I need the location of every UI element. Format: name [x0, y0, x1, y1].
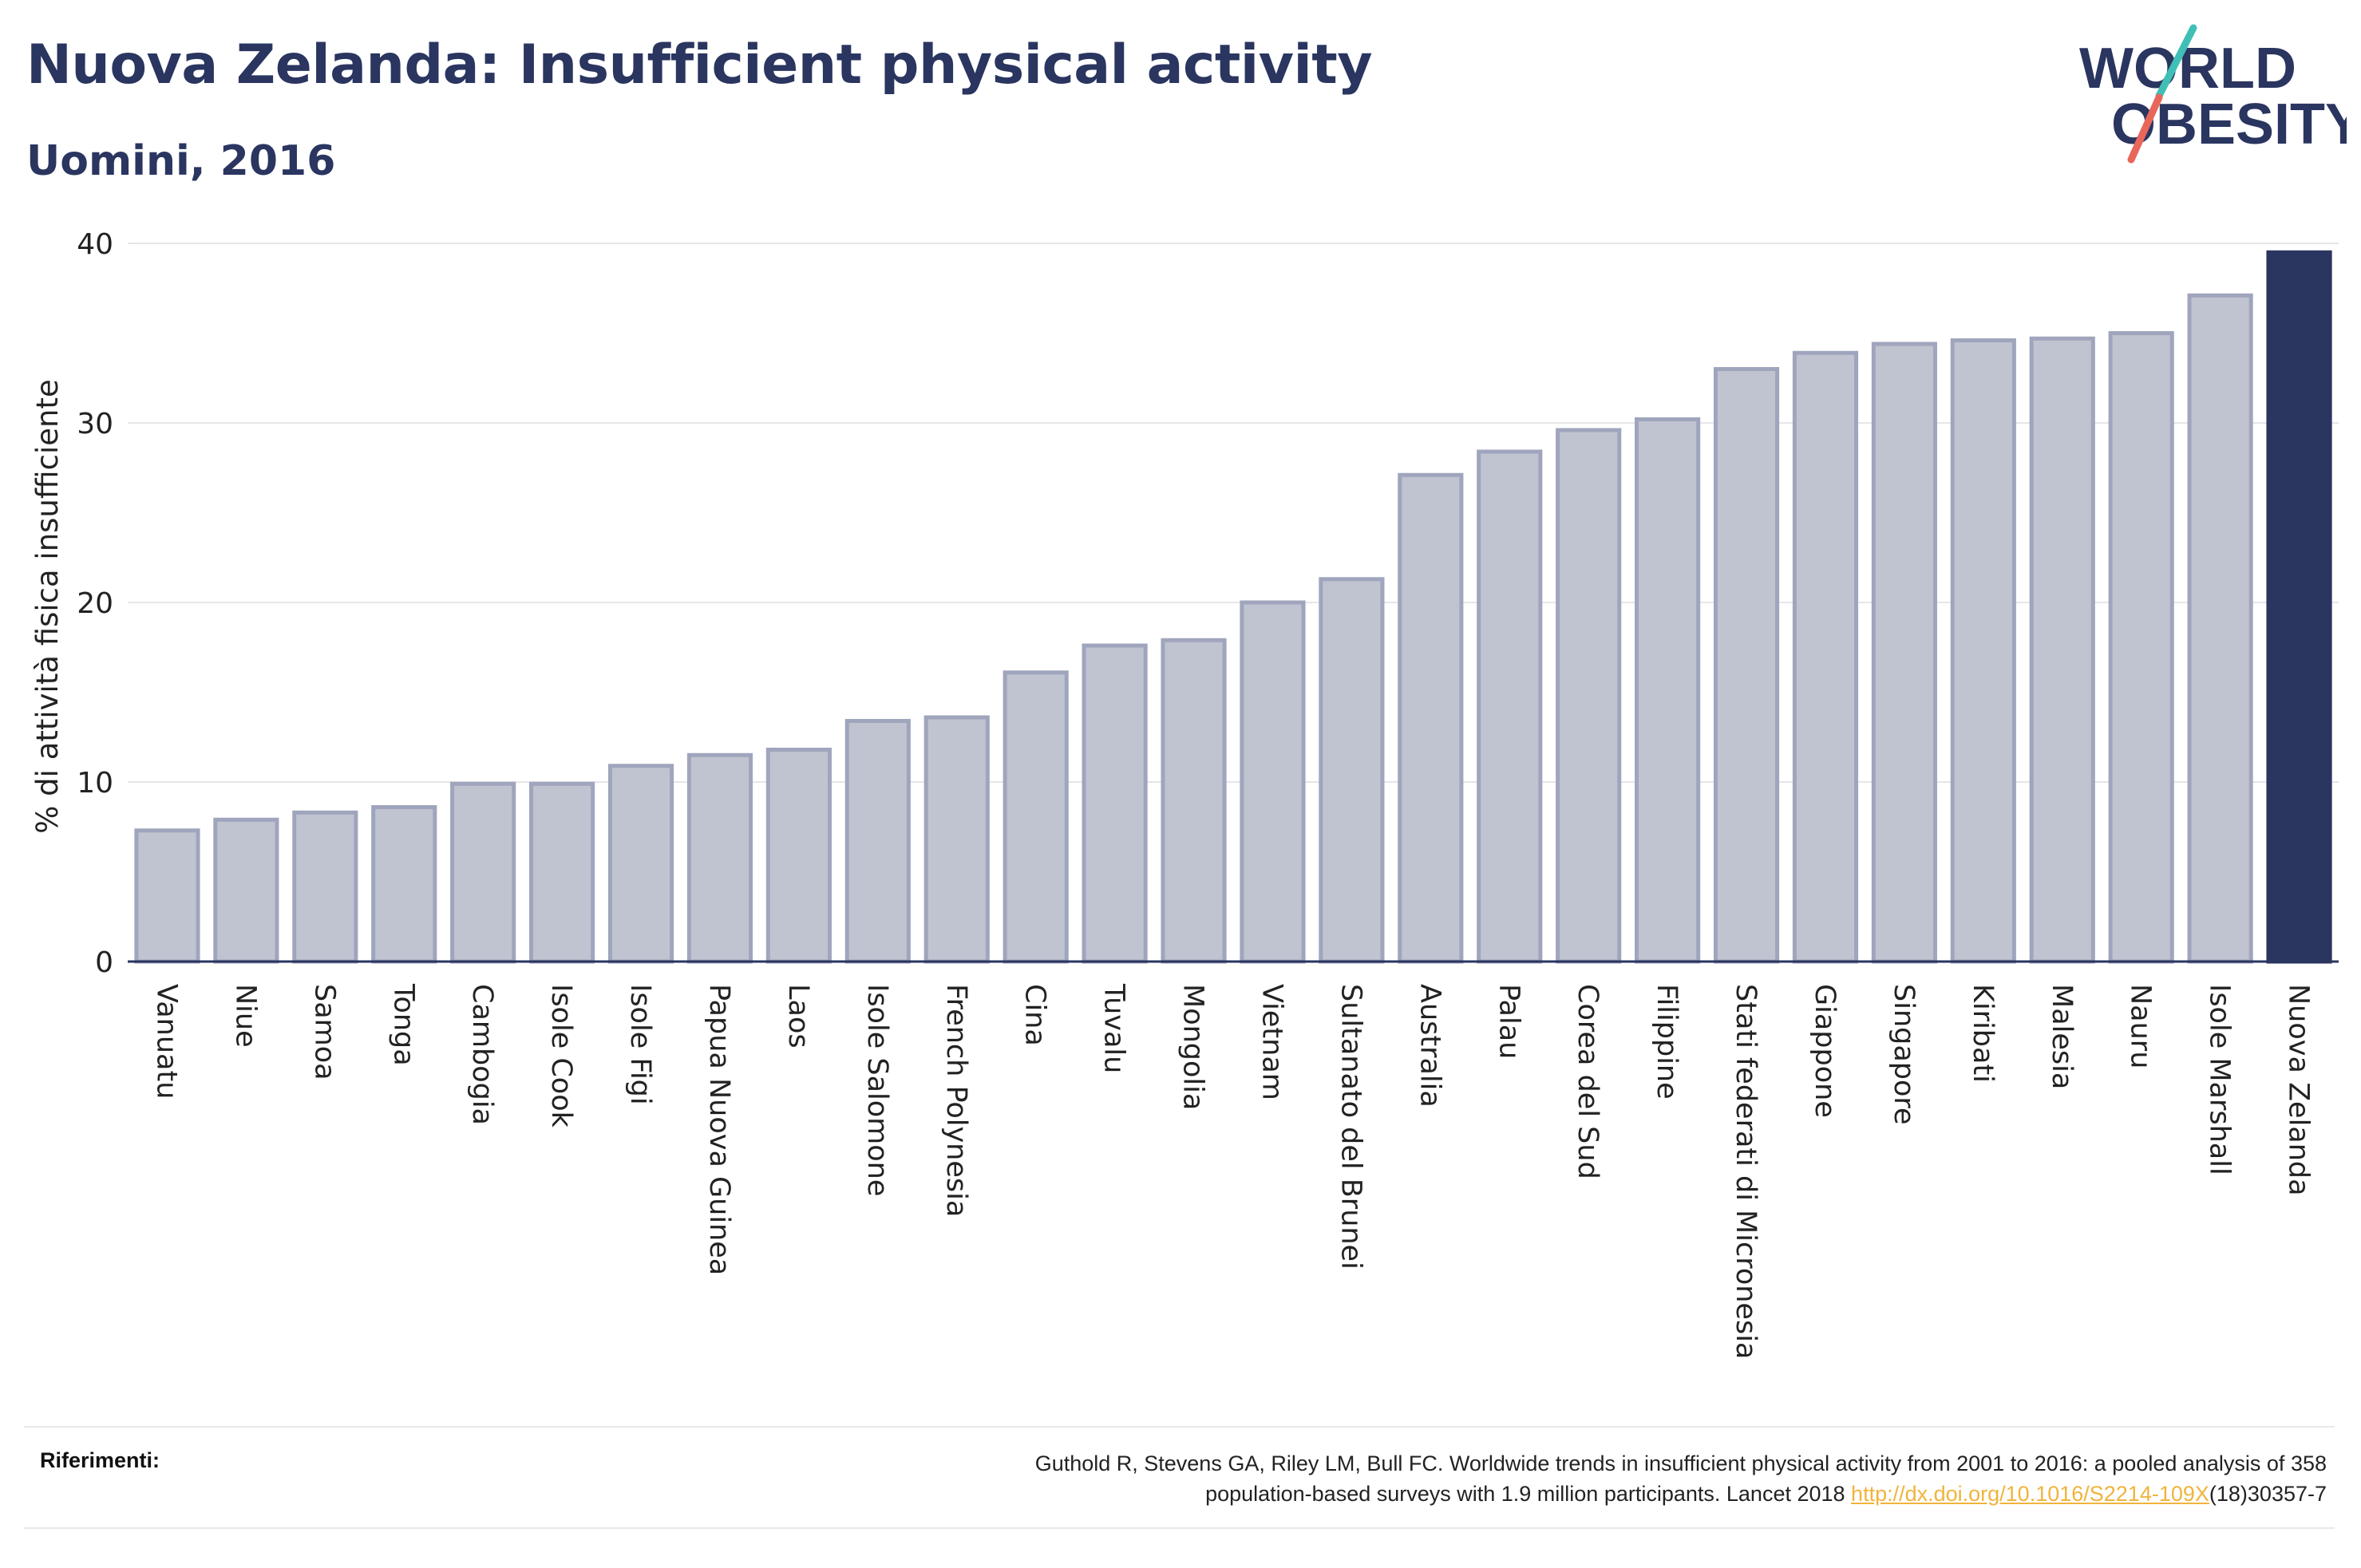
x-tick-label: Filippine: [1651, 984, 1683, 1100]
x-tick-label: Isole Figi: [624, 984, 656, 1105]
x-tick-labels: Vanuatu Niue Samoa Tonga Cambogia Isole Cook I…: [150, 983, 2314, 1359]
bar: [923, 715, 990, 964]
y-tick-label: 10: [77, 767, 113, 800]
y-tick-labels: 0 10 20 30 40: [77, 228, 113, 979]
bar: [1635, 417, 1701, 964]
y-tick-label: 20: [77, 587, 113, 620]
bar: [134, 828, 200, 964]
bar: [1713, 367, 1780, 964]
bar-chart: 0 10 20 30 40 Vanuatu Niue Samoa Tonga Cambogia I…: [30, 228, 2339, 1359]
bar: [1003, 670, 1069, 964]
bar: [1871, 342, 1937, 964]
bar: [213, 817, 279, 964]
references-label: Riferimenti:: [40, 1448, 160, 1472]
bars-layer: [134, 250, 2332, 964]
y-axis-label: % di attività fisica insufficiente: [30, 379, 65, 834]
bar: [607, 764, 674, 964]
x-tick-label: Nauru: [2125, 984, 2157, 1068]
bar-highlight: [2266, 250, 2332, 964]
references-doi-link[interactable]: http://dx.doi.org/10.1016/S2214-109X: [1851, 1482, 2209, 1506]
bar: [765, 748, 832, 964]
bar: [1319, 577, 1385, 964]
x-tick-label: Vietnam: [1256, 984, 1287, 1100]
x-tick-label: Papua Nuova Guinea: [703, 984, 735, 1275]
bar: [1792, 350, 1859, 964]
x-tick-label: Australia: [1414, 984, 1445, 1108]
x-tick-label: Malesia: [2046, 984, 2078, 1089]
bar: [450, 781, 516, 964]
bar: [1398, 472, 1464, 964]
bar: [686, 752, 753, 964]
x-tick-label: Isole Salomone: [861, 984, 893, 1196]
bar: [2187, 293, 2253, 964]
bar: [1556, 428, 1622, 964]
references-line2: population-based surveys with 1.9 millio…: [1205, 1482, 1852, 1506]
x-tick-label: Cambogia: [466, 984, 498, 1125]
x-tick-label: Palau: [1493, 984, 1525, 1059]
logo-line1: WORLD: [2079, 37, 2296, 101]
bar: [1240, 600, 1306, 964]
x-tick-label: French Polynesia: [940, 984, 972, 1217]
x-tick-label: Tuvalu: [1098, 983, 1130, 1073]
chart-subtitle: Uomini, 2016: [26, 137, 336, 185]
bar: [2029, 336, 2095, 964]
bar: [371, 805, 437, 964]
x-tick-label: Cina: [1019, 984, 1051, 1046]
logo-slash-teal: [2155, 24, 2197, 100]
bar: [2108, 331, 2174, 964]
bar: [1477, 449, 1543, 964]
bar: [1161, 638, 1227, 964]
bar: [1082, 643, 1148, 964]
x-tick-label: Isole Marshall: [2204, 984, 2236, 1175]
x-tick-label: Vanuatu: [150, 984, 182, 1099]
logo-slash-coral: [2127, 93, 2163, 164]
x-tick-label: Niue: [229, 984, 261, 1048]
x-tick-label: Mongolia: [1177, 984, 1209, 1110]
world-obesity-logo: WORLD OBESITY: [2079, 24, 2347, 164]
x-tick-label: Isole Cook: [545, 984, 577, 1128]
bar: [1950, 338, 2016, 964]
bar: [529, 781, 595, 964]
references-suffix: (18)30357-7: [2209, 1482, 2327, 1506]
y-tick-label: 0: [95, 946, 113, 979]
x-tick-label: Tonga: [387, 983, 419, 1066]
x-tick-label: Stati federati di Micronesia: [1730, 984, 1762, 1359]
x-tick-label: Samoa: [308, 984, 340, 1080]
references-text: Guthold R, Stevens GA, Riley LM, Bull FC…: [571, 1448, 2327, 1509]
x-tick-label: Sultanato del Brunei: [1335, 984, 1366, 1270]
x-tick-label: Singapore: [1888, 984, 1920, 1125]
y-tick-label: 30: [77, 408, 113, 440]
y-tick-label: 40: [77, 228, 113, 261]
references-line1: Guthold R, Stevens GA, Riley LM, Bull FC…: [1034, 1451, 2327, 1475]
x-tick-label: Giappone: [1809, 984, 1841, 1118]
x-tick-label: Nuova Zelanda: [2283, 984, 2315, 1196]
bar: [292, 810, 358, 964]
x-tick-label: Kiribati: [1967, 984, 1999, 1083]
bar: [844, 719, 911, 964]
references-section: Riferimenti: Guthold R, Stevens GA, Rile…: [24, 1426, 2335, 1529]
x-tick-label: Laos: [782, 984, 814, 1049]
x-tick-label: Corea del Sud: [1572, 984, 1604, 1179]
chart-title: Nuova Zelanda: Insufficient physical act…: [26, 34, 1373, 97]
